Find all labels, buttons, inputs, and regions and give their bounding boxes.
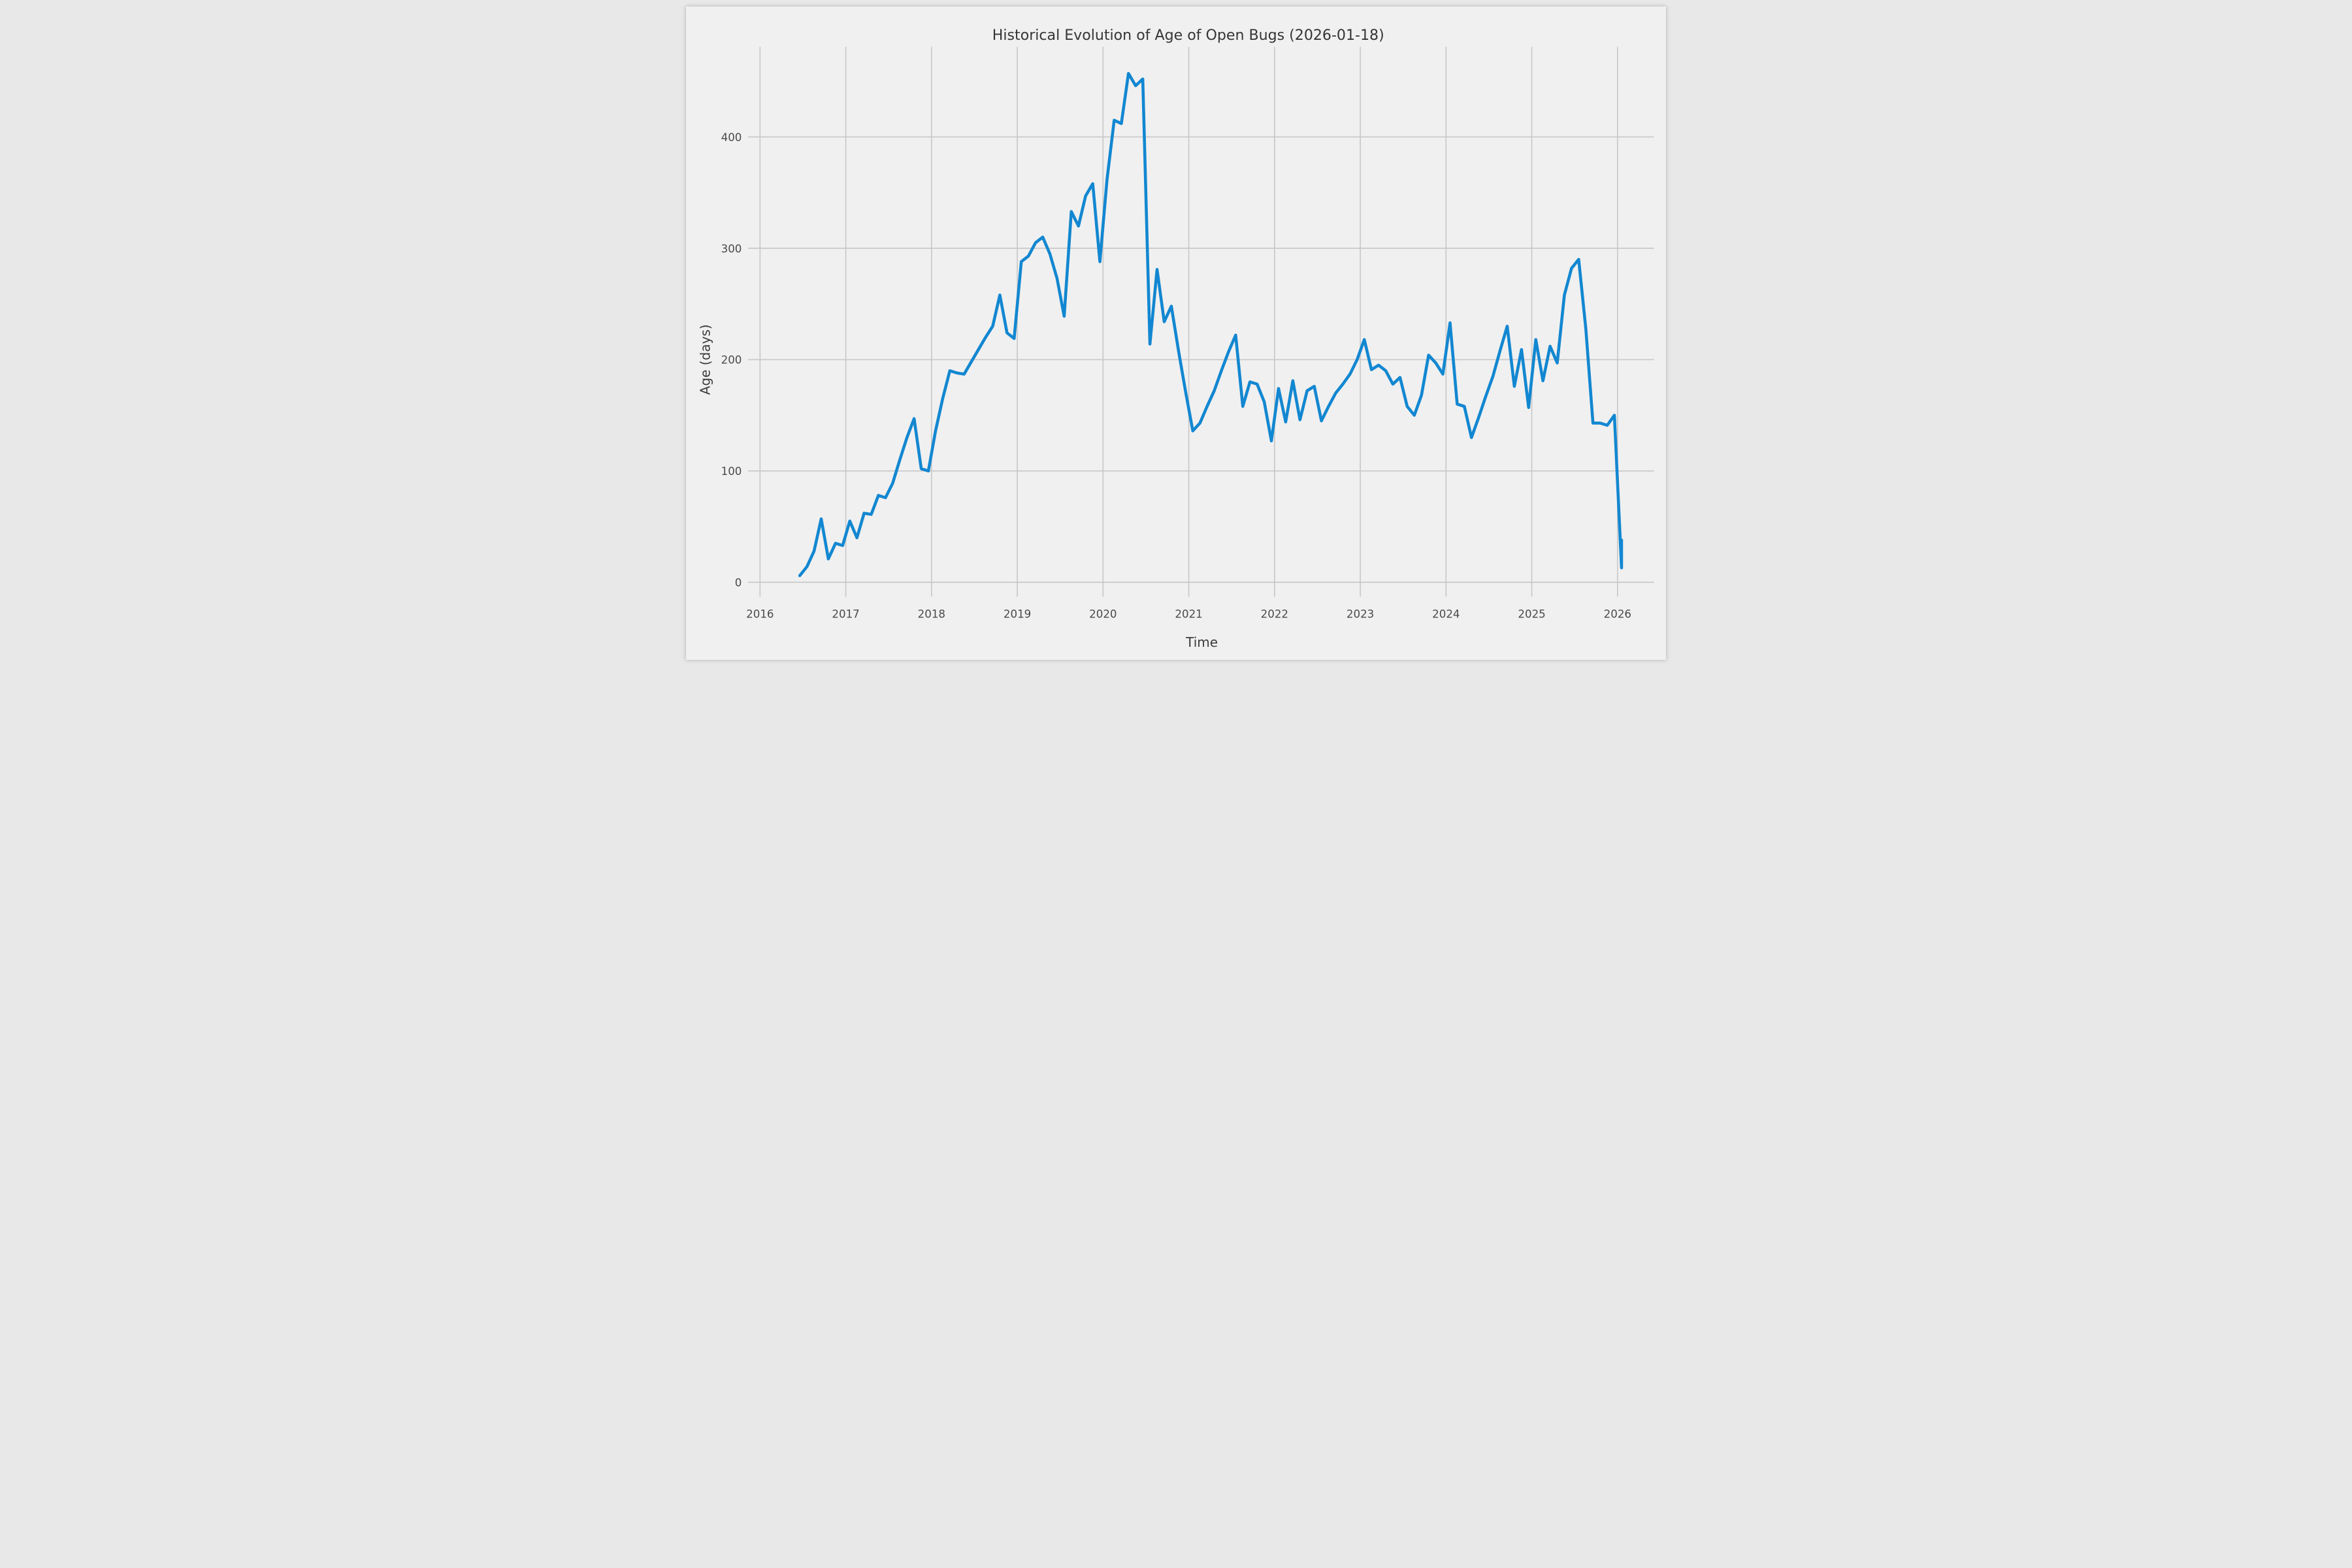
y-tick-300: 300 — [721, 242, 742, 255]
x-tick-2020: 2020 — [1089, 608, 1117, 620]
y-tick-labels: 0 100 200 300 400 — [721, 131, 742, 589]
figure: 2016 2017 2018 2019 2020 2021 2022 2023 2024 2025… — [686, 7, 1666, 660]
x-tick-2026: 2026 — [1604, 608, 1631, 620]
y-gridlines — [748, 136, 1654, 583]
x-tick-2024: 2024 — [1432, 608, 1460, 620]
y-tick-0: 0 — [735, 577, 742, 589]
y-axis-label: Age (days) — [698, 324, 713, 395]
y-tick-100: 100 — [721, 465, 742, 478]
x-tick-2018: 2018 — [918, 608, 945, 620]
chart-title: Historical Evolution of Age of Open Bugs… — [992, 27, 1384, 44]
x-tick-2025: 2025 — [1518, 608, 1545, 620]
x-tick-2022: 2022 — [1261, 608, 1288, 620]
line-chart: 2016 2017 2018 2019 2020 2021 2022 2023 2024 2025… — [686, 7, 1666, 660]
x-tick-labels: 2016 2017 2018 2019 2020 2021 2022 2023 2024 2025… — [746, 608, 1631, 620]
x-axis-label: Time — [1185, 634, 1218, 650]
y-tick-200: 200 — [721, 354, 742, 367]
x-tick-2017: 2017 — [832, 608, 859, 620]
x-tick-2019: 2019 — [1004, 608, 1031, 620]
x-tick-2021: 2021 — [1175, 608, 1202, 620]
y-tick-400: 400 — [721, 131, 742, 144]
data-series-line — [798, 72, 1624, 578]
x-tick-2023: 2023 — [1347, 608, 1374, 620]
x-tick-2016: 2016 — [746, 608, 774, 620]
